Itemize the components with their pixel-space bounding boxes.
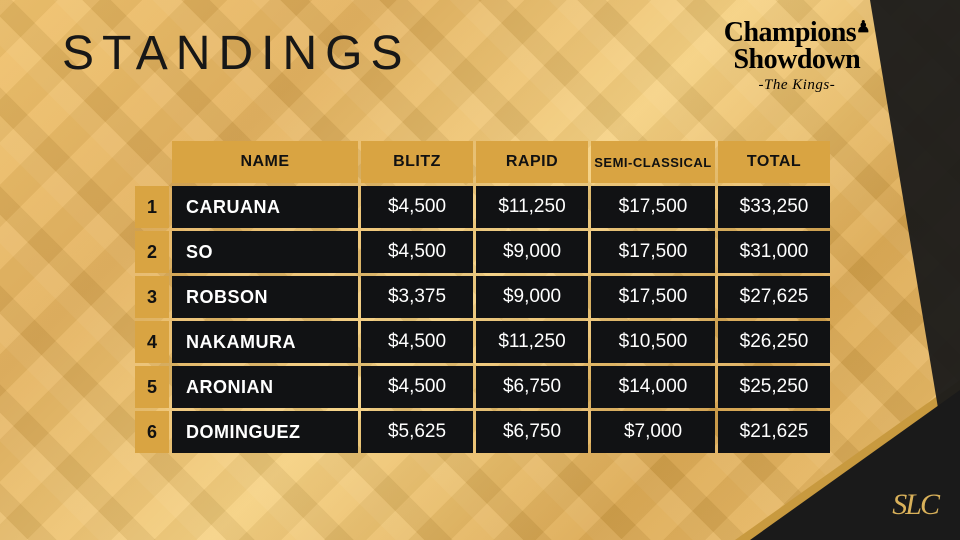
corner-logo: SLC (892, 488, 938, 522)
name-cell: ROBSON (172, 276, 358, 318)
table-row: 1CARUANA$4,500$11,250$17,500$33,250 (135, 186, 830, 228)
col-name-header: NAME (172, 141, 358, 183)
col-blitz-header: BLITZ (361, 141, 473, 183)
total-cell: $31,000 (718, 231, 830, 273)
total-cell: $33,250 (718, 186, 830, 228)
col-rapid-header: RAPID (476, 141, 588, 183)
name-cell: SO (172, 231, 358, 273)
table-header-row: NAME BLITZ RAPID SEMI-CLASSICAL TOTAL (135, 141, 830, 183)
rank-cell: 2 (135, 231, 169, 273)
page-title: STANDINGS (62, 26, 410, 81)
blitz-cell: $4,500 (361, 231, 473, 273)
rapid-cell: $9,000 (476, 276, 588, 318)
name-cell: DOMINGUEZ (172, 411, 358, 453)
semiclassical-cell: $17,500 (591, 276, 715, 318)
col-total-header: TOTAL (718, 141, 830, 183)
col-rank-header (135, 141, 169, 183)
rank-cell: 1 (135, 186, 169, 228)
blitz-cell: $4,500 (361, 321, 473, 363)
brand-line2: Showdown (724, 47, 870, 74)
semiclassical-cell: $7,000 (591, 411, 715, 453)
total-cell: $27,625 (718, 276, 830, 318)
rank-cell: 6 (135, 411, 169, 453)
blitz-cell: $4,500 (361, 186, 473, 228)
table-row: 5ARONIAN$4,500$6,750$14,000$25,250 (135, 366, 830, 408)
name-cell: NAKAMURA (172, 321, 358, 363)
standings-table: NAME BLITZ RAPID SEMI-CLASSICAL TOTAL 1C… (132, 138, 833, 456)
table-row: 4NAKAMURA$4,500$11,250$10,500$26,250 (135, 321, 830, 363)
total-cell: $26,250 (718, 321, 830, 363)
blitz-cell: $5,625 (361, 411, 473, 453)
rapid-cell: $11,250 (476, 186, 588, 228)
semiclassical-cell: $14,000 (591, 366, 715, 408)
blitz-cell: $4,500 (361, 366, 473, 408)
semiclassical-cell: $17,500 (591, 186, 715, 228)
semiclassical-cell: $17,500 (591, 231, 715, 273)
brand-logo: Champions♟ Showdown -The Kings- (724, 20, 870, 94)
table-row: 6DOMINGUEZ$5,625$6,750$7,000$21,625 (135, 411, 830, 453)
rank-cell: 3 (135, 276, 169, 318)
name-cell: CARUANA (172, 186, 358, 228)
table-row: 2SO$4,500$9,000$17,500$31,000 (135, 231, 830, 273)
semiclassical-cell: $10,500 (591, 321, 715, 363)
pawn-icon: ♟ (856, 19, 870, 36)
col-semiclassical-header: SEMI-CLASSICAL (591, 141, 715, 183)
name-cell: ARONIAN (172, 366, 358, 408)
rapid-cell: $9,000 (476, 231, 588, 273)
rank-cell: 5 (135, 366, 169, 408)
rapid-cell: $6,750 (476, 411, 588, 453)
brand-subtitle: -The Kings- (724, 77, 870, 94)
total-cell: $21,625 (718, 411, 830, 453)
rapid-cell: $6,750 (476, 366, 588, 408)
blitz-cell: $3,375 (361, 276, 473, 318)
table-row: 3ROBSON$3,375$9,000$17,500$27,625 (135, 276, 830, 318)
rank-cell: 4 (135, 321, 169, 363)
rapid-cell: $11,250 (476, 321, 588, 363)
total-cell: $25,250 (718, 366, 830, 408)
